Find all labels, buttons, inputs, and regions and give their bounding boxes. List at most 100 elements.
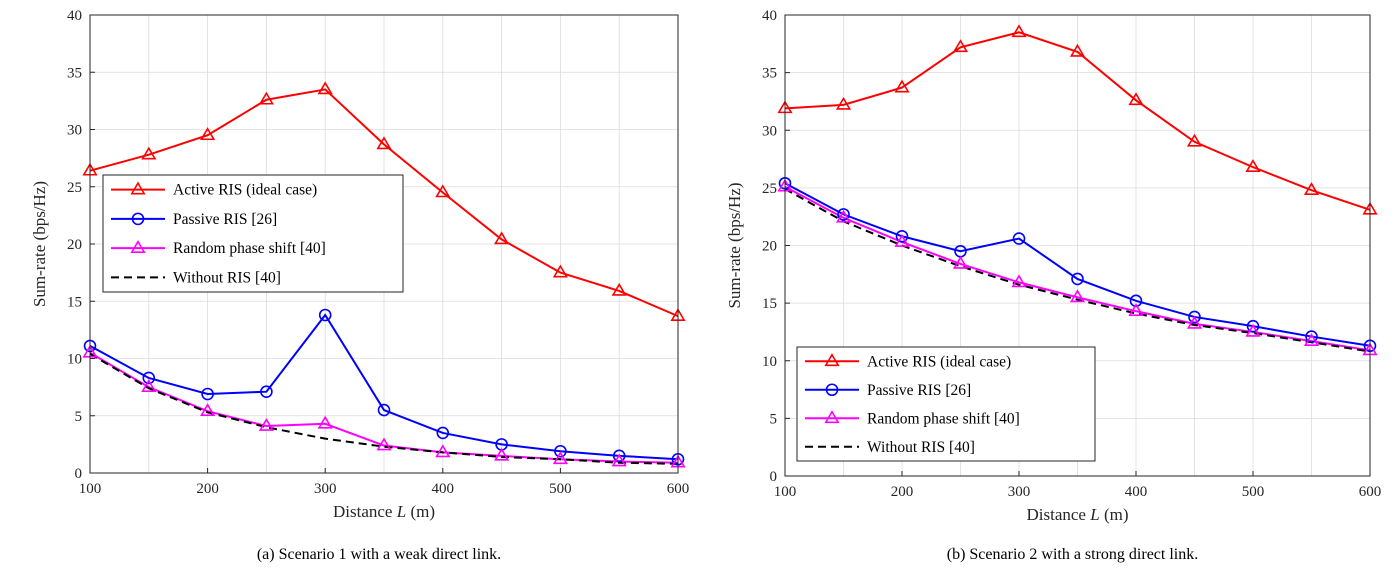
x-tick-label: 600	[667, 481, 690, 497]
tick-labels-b: 100 200 300 400 500 600 0 5 10 15 20 25 30 35 40	[762, 8, 1381, 500]
legend-marker	[824, 410, 840, 424]
data-point	[1303, 333, 1320, 346]
y-tick-label: 5	[770, 411, 778, 427]
y-tick-label: 40	[762, 8, 777, 24]
legend-b: Active RIS (ideal case) Passive RIS [26] R…	[796, 346, 1096, 462]
data-point	[141, 379, 157, 392]
series-line-3	[89, 353, 679, 465]
legend-marker	[130, 181, 146, 195]
data-point	[494, 231, 510, 245]
legend-entry-label: Active RIS (ideal case)	[867, 353, 1011, 370]
data-point	[1012, 232, 1026, 245]
data-point	[1129, 294, 1143, 308]
y-tick-label: 40	[67, 8, 82, 24]
y-tick-label: 30	[762, 123, 777, 139]
caption-b: (b) Scenario 2 with a strong direct link…	[947, 546, 1199, 563]
data-point	[141, 146, 157, 160]
legend-entry-label: Random phase shift [40]	[173, 240, 326, 257]
data-point	[1245, 159, 1261, 172]
y-tick-label: 10	[67, 352, 82, 368]
y-tick-label: 25	[67, 180, 82, 196]
data-point	[1011, 274, 1027, 288]
x-tick-label: 500	[549, 481, 572, 497]
data-point	[258, 417, 274, 431]
legend-marker	[131, 212, 145, 226]
data-point	[1186, 133, 1203, 147]
caption-a: (a) Scenario 1 with a weak direct link.	[257, 546, 501, 563]
data-point	[317, 415, 333, 429]
data-point	[1186, 315, 1203, 329]
legend-box	[102, 174, 404, 293]
y-tick-label: 10	[762, 354, 777, 370]
data-point	[1069, 289, 1086, 303]
legend-marker	[130, 240, 146, 253]
x-axis-label-b: Distance L (m)	[1027, 505, 1129, 524]
data-point	[494, 447, 510, 461]
x-tick-label: 400	[1125, 484, 1148, 500]
x-tick-label: 300	[1008, 484, 1031, 500]
data-point	[376, 136, 392, 150]
legend-marker	[824, 353, 840, 367]
tick-labels-a: 100 200 300 400 500 600 0 5 10 15 20 25 30 35 40	[67, 8, 689, 497]
data-point	[894, 79, 910, 93]
series-line-0	[784, 31, 1371, 211]
data-point	[435, 444, 451, 458]
y-tick-label: 25	[762, 181, 777, 197]
data-point	[435, 184, 451, 198]
legend-entry-label: Passive RIS [26]	[867, 382, 971, 399]
x-tick-label: 400	[432, 481, 455, 497]
data-point	[894, 233, 910, 247]
legend-entry-label: Active RIS (ideal case)	[173, 182, 317, 199]
series-markers-a	[82, 81, 686, 468]
series-line-1	[89, 313, 679, 461]
y-tick-label: 15	[67, 294, 82, 310]
series-line-3	[784, 188, 1371, 353]
plot-frame-b	[784, 14, 1371, 477]
data-point	[200, 403, 216, 416]
data-point	[1188, 310, 1201, 324]
data-point	[436, 426, 450, 440]
series-line-2	[784, 185, 1371, 352]
legend-box	[796, 346, 1096, 462]
data-point	[952, 255, 969, 269]
legend-a: Active RIS (ideal case) Passive RIS [26] R…	[102, 174, 404, 293]
y-axis-label-a: Sum-rate (bps/Hz)	[30, 181, 49, 307]
y-tick-label: 30	[67, 123, 82, 139]
data-point	[611, 453, 627, 467]
series-line-1	[784, 182, 1371, 347]
data-point	[1246, 319, 1260, 333]
data-point	[258, 91, 274, 105]
data-point	[200, 127, 216, 141]
x-tick-label: 300	[314, 481, 337, 497]
data-point	[1128, 92, 1144, 106]
x-tick-label: 600	[1359, 484, 1382, 500]
legend-entry-label: Without RIS [40]	[867, 439, 975, 456]
x-axis-label-a: Distance L (m)	[333, 502, 435, 521]
data-point	[260, 385, 273, 399]
y-tick-label: 0	[770, 469, 778, 485]
x-tick-label: 500	[1242, 484, 1265, 500]
y-tick-label: 35	[762, 66, 777, 82]
x-tick-label: 200	[196, 481, 219, 497]
y-tick-label: 0	[75, 466, 83, 482]
data-point	[201, 387, 214, 401]
data-point	[1069, 43, 1086, 57]
y-tick-label: 15	[762, 296, 777, 312]
data-point	[552, 264, 568, 278]
chart-a: 100 200 300 400 500 600 0 5 10 15 20 25 30 35 40 Dista…	[30, 8, 689, 563]
x-tick-label: 100	[79, 481, 102, 497]
data-point	[835, 96, 852, 110]
data-point	[611, 282, 627, 296]
data-point	[1305, 330, 1318, 343]
series-lines-a	[89, 88, 679, 465]
legend-entry-label: Without RIS [40]	[173, 269, 281, 286]
y-tick-label: 20	[762, 239, 777, 255]
series-line-0	[89, 88, 679, 318]
data-point	[376, 437, 392, 451]
legend-entry-label: Random phase shift [40]	[867, 410, 1020, 427]
legend-marker	[825, 383, 839, 397]
data-point	[318, 308, 332, 322]
data-point	[612, 449, 626, 463]
data-point	[837, 208, 850, 221]
data-point	[552, 451, 568, 465]
